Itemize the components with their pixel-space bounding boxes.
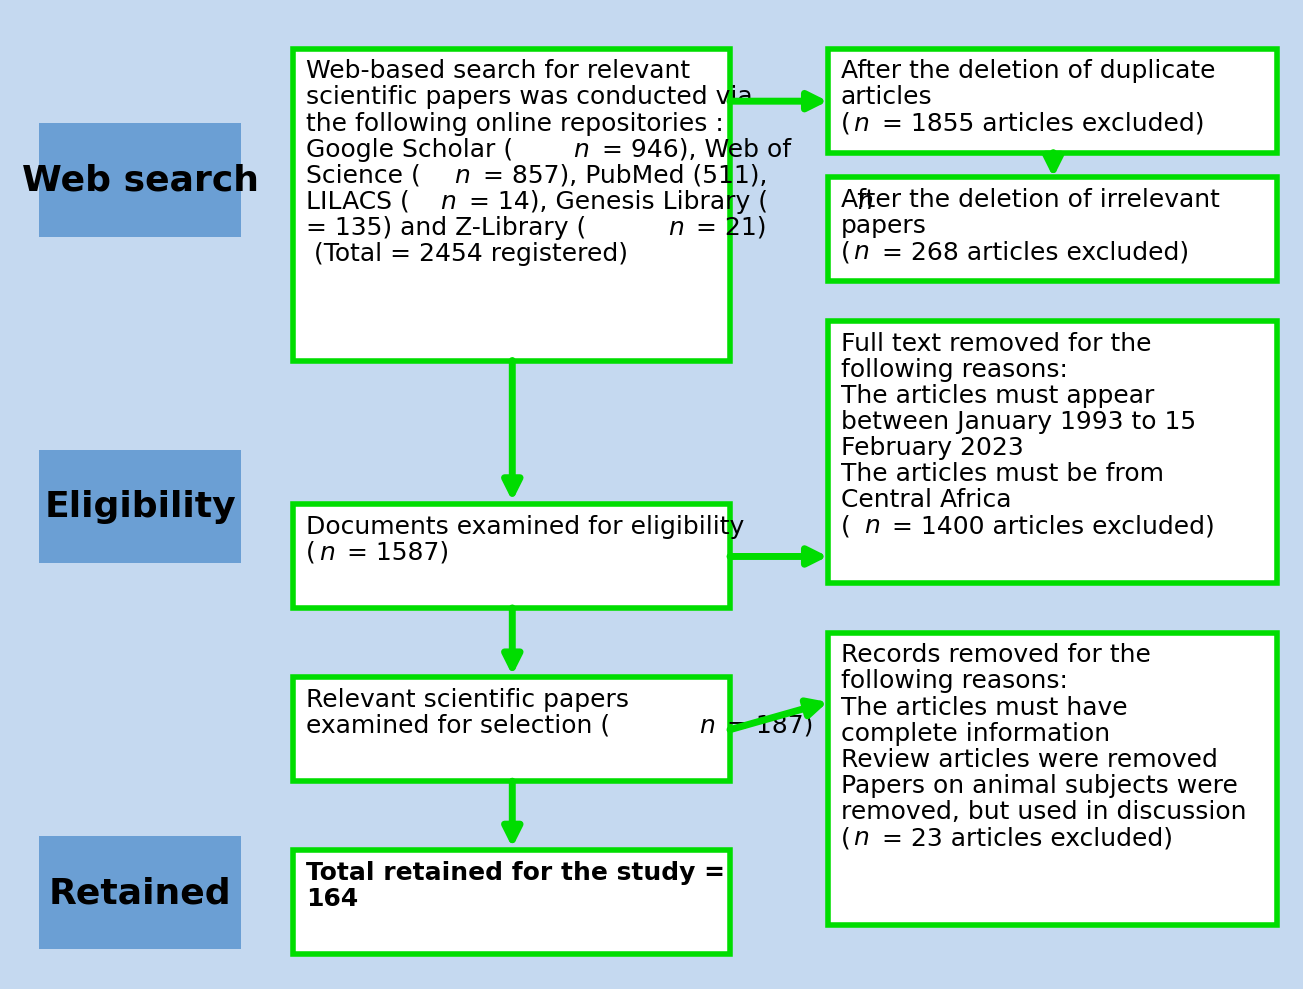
Text: = 946), Web of: = 946), Web of <box>594 137 791 161</box>
Text: papers: papers <box>840 214 926 238</box>
FancyBboxPatch shape <box>827 178 1277 282</box>
Text: (: ( <box>840 514 859 538</box>
Text: LILACS (: LILACS ( <box>306 190 410 214</box>
Text: n: n <box>864 514 880 538</box>
Text: n: n <box>856 190 872 214</box>
Text: Total retained for the study =: Total retained for the study = <box>306 860 724 884</box>
Text: After the deletion of duplicate: After the deletion of duplicate <box>840 59 1214 83</box>
Text: = 268 articles excluded): = 268 articles excluded) <box>873 240 1188 264</box>
Text: n: n <box>440 190 456 214</box>
FancyBboxPatch shape <box>39 836 241 949</box>
Text: February 2023: February 2023 <box>840 435 1023 460</box>
Text: Google Scholar (: Google Scholar ( <box>306 137 513 161</box>
FancyBboxPatch shape <box>827 321 1277 584</box>
Text: = 857), PubMed (511),: = 857), PubMed (511), <box>474 163 767 188</box>
Text: articles: articles <box>840 85 932 110</box>
FancyBboxPatch shape <box>39 124 241 237</box>
Text: = 14), Genesis Library (: = 14), Genesis Library ( <box>460 190 767 214</box>
Text: Central Africa: Central Africa <box>840 488 1011 511</box>
Text: scientific papers was conducted via: scientific papers was conducted via <box>306 85 753 110</box>
Text: = 187): = 187) <box>719 713 813 738</box>
Text: The articles must appear: The articles must appear <box>840 384 1153 407</box>
Text: (: ( <box>840 826 850 850</box>
Text: Retained: Retained <box>48 875 232 910</box>
Text: The articles must be from: The articles must be from <box>840 462 1164 486</box>
Text: examined for selection (: examined for selection ( <box>306 713 610 738</box>
Text: Eligibility: Eligibility <box>44 490 236 524</box>
Text: = 21): = 21) <box>688 216 766 239</box>
Text: the following online repositories :: the following online repositories : <box>306 112 723 135</box>
Text: n: n <box>853 826 869 850</box>
Text: Science (: Science ( <box>306 163 421 188</box>
Text: n: n <box>573 137 589 161</box>
Text: n: n <box>667 216 684 239</box>
Text: complete information: complete information <box>840 721 1109 745</box>
Text: After the deletion of irrelevant: After the deletion of irrelevant <box>840 188 1220 212</box>
Text: The articles must have: The articles must have <box>840 695 1127 719</box>
Text: Documents examined for eligibility: Documents examined for eligibility <box>306 514 744 538</box>
Text: removed, but used in discussion: removed, but used in discussion <box>840 799 1246 823</box>
Text: = 1400 articles excluded): = 1400 articles excluded) <box>883 514 1214 538</box>
Text: (: ( <box>840 112 850 135</box>
Text: (Total = 2454 registered): (Total = 2454 registered) <box>306 242 628 266</box>
Text: Relevant scientific papers: Relevant scientific papers <box>306 687 629 711</box>
Text: Records removed for the: Records removed for the <box>840 643 1151 667</box>
Text: following reasons:: following reasons: <box>840 357 1067 382</box>
FancyBboxPatch shape <box>39 450 241 564</box>
FancyBboxPatch shape <box>293 49 730 361</box>
Text: Full text removed for the: Full text removed for the <box>840 331 1151 355</box>
Text: n: n <box>698 713 714 738</box>
Text: (: ( <box>306 540 315 565</box>
FancyBboxPatch shape <box>293 677 730 781</box>
FancyBboxPatch shape <box>827 49 1277 153</box>
Text: 164: 164 <box>306 886 358 911</box>
Text: (: ( <box>840 240 850 264</box>
Text: = 135) and Z-Library (: = 135) and Z-Library ( <box>306 216 586 239</box>
Text: following reasons:: following reasons: <box>840 669 1067 693</box>
Text: n: n <box>853 240 869 264</box>
Text: Web search: Web search <box>22 163 258 198</box>
Text: Web-based search for relevant: Web-based search for relevant <box>306 59 691 83</box>
Text: n: n <box>319 540 335 565</box>
Text: = 1855 articles excluded): = 1855 articles excluded) <box>873 112 1204 135</box>
Text: between January 1993 to 15: between January 1993 to 15 <box>840 409 1195 433</box>
Text: n: n <box>455 163 470 188</box>
FancyBboxPatch shape <box>293 504 730 608</box>
Text: = 1587): = 1587) <box>339 540 450 565</box>
Text: = 23 articles excluded): = 23 articles excluded) <box>873 826 1173 850</box>
FancyBboxPatch shape <box>293 851 730 954</box>
Text: Review articles were removed: Review articles were removed <box>840 747 1217 771</box>
Text: n: n <box>853 112 869 135</box>
FancyBboxPatch shape <box>827 633 1277 925</box>
Text: Papers on animal subjects were: Papers on animal subjects were <box>840 773 1237 797</box>
